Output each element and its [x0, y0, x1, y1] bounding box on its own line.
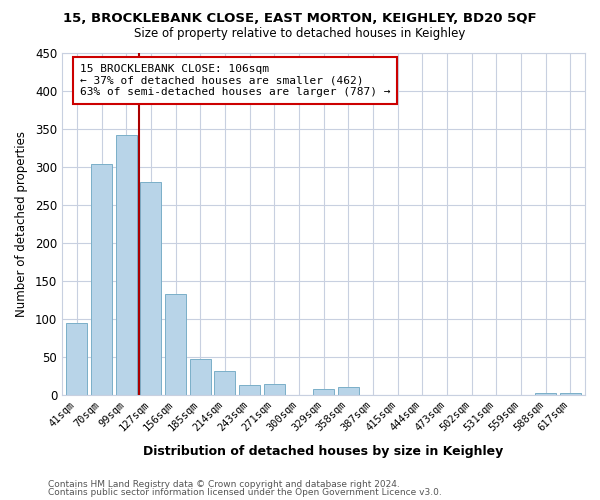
- Text: 15, BROCKLEBANK CLOSE, EAST MORTON, KEIGHLEY, BD20 5QF: 15, BROCKLEBANK CLOSE, EAST MORTON, KEIG…: [63, 12, 537, 26]
- X-axis label: Distribution of detached houses by size in Keighley: Distribution of detached houses by size …: [143, 444, 503, 458]
- Bar: [190, 359, 211, 395]
- Bar: [67, 322, 88, 395]
- Bar: [560, 394, 581, 395]
- Y-axis label: Number of detached properties: Number of detached properties: [15, 130, 28, 316]
- Bar: [313, 389, 334, 395]
- Text: 15 BROCKLEBANK CLOSE: 106sqm
← 37% of detached houses are smaller (462)
63% of s: 15 BROCKLEBANK CLOSE: 106sqm ← 37% of de…: [80, 64, 391, 97]
- Bar: [116, 134, 137, 395]
- Bar: [165, 294, 186, 395]
- Text: Size of property relative to detached houses in Keighley: Size of property relative to detached ho…: [134, 28, 466, 40]
- Text: Contains public sector information licensed under the Open Government Licence v3: Contains public sector information licen…: [48, 488, 442, 497]
- Bar: [91, 164, 112, 395]
- Bar: [140, 182, 161, 395]
- Bar: [214, 372, 235, 395]
- Text: Contains HM Land Registry data © Crown copyright and database right 2024.: Contains HM Land Registry data © Crown c…: [48, 480, 400, 489]
- Bar: [264, 384, 284, 395]
- Bar: [338, 388, 359, 395]
- Bar: [535, 394, 556, 395]
- Bar: [239, 385, 260, 395]
